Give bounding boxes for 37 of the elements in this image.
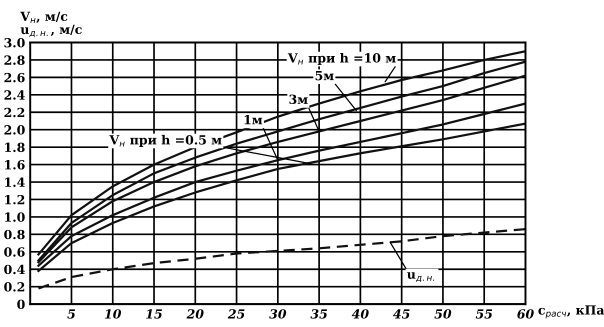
y-tick-label: 0.8 xyxy=(4,230,25,240)
x-tick-label: 15 xyxy=(146,309,162,319)
x-tick-label: 20 xyxy=(186,309,204,319)
y-tick-label: 2.4 xyxy=(4,90,25,100)
y-tick-label: 0.4 xyxy=(4,264,25,274)
x-tick-label: 50 xyxy=(434,309,452,319)
y-tick-label: 0 xyxy=(17,300,25,310)
annotation: V$_{н}$ при h =0.5 м xyxy=(109,134,222,148)
annotation: 1м xyxy=(244,115,262,124)
y-tick-label: 2.0 xyxy=(4,125,25,135)
annotation: 5м xyxy=(316,71,334,80)
annotation: u$_{д.н.}$ xyxy=(407,272,434,282)
x-tick-label: 60 xyxy=(517,309,534,319)
y-tick-label: 1.0 xyxy=(5,212,25,222)
annotation: V$_{н}$ при h =10 м xyxy=(288,52,396,66)
x-tick-label: 35 xyxy=(310,309,328,319)
y-tick-label: 3.0 xyxy=(4,38,25,48)
line-series xyxy=(37,228,526,290)
x-tick-label: 25 xyxy=(228,309,245,319)
y-tick-label: 1.4 xyxy=(5,178,25,187)
y-tick-label: 2.8 xyxy=(4,55,25,65)
y-axis-title: V$_{н}$, м/с u$_{д.н.}$, м/с xyxy=(20,12,82,38)
x-tick-label: 5 xyxy=(67,309,76,319)
y-tick-label: 0.6 xyxy=(4,247,25,257)
x-tick-label: 30 xyxy=(269,309,286,319)
y-tick-label: 1.8 xyxy=(5,142,25,152)
y-tick-label: 1.2 xyxy=(5,194,24,204)
x-tick-label: 55 xyxy=(476,309,492,319)
y-tick-label: 2.6 xyxy=(4,72,25,82)
annotation: 3м xyxy=(289,94,308,104)
y-tick-label: 2.2 xyxy=(4,108,24,118)
x-axis-title: c$_{расч}$, кПа xyxy=(538,305,604,318)
y-tick-label: 1.6 xyxy=(5,160,25,170)
x-tick-label: 40 xyxy=(352,309,369,319)
x-tick-label: 45 xyxy=(393,309,410,319)
x-tick-label: 10 xyxy=(104,309,122,319)
y-tick-label: 0.2 xyxy=(4,282,24,292)
